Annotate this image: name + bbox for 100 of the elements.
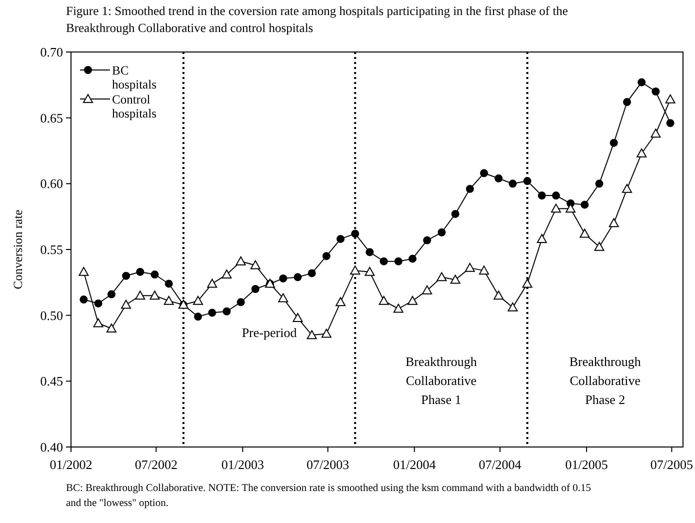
annotation: Breakthrough Collaborative Phase 1: [405, 354, 478, 407]
point: [194, 312, 202, 321]
point: [423, 236, 432, 244]
point: [94, 299, 102, 308]
point: [321, 328, 332, 338]
point: [78, 266, 89, 276]
point: [523, 177, 532, 186]
point: [251, 285, 260, 293]
text: BC: Breakthrough Collaborative. NOTE: The conversion rate is smoothed using the ksm command with a bandwidth of 0.15 and the "lowess" option.: [66, 483, 592, 509]
point: [380, 257, 388, 266]
point: [250, 260, 260, 270]
point: [351, 230, 360, 238]
point: [610, 138, 618, 147]
x-tick-label: 07/2004: [478, 457, 522, 472]
point: [479, 266, 490, 275]
point: [464, 262, 475, 272]
point: [594, 242, 604, 251]
point: [652, 88, 660, 96]
x-tick-label: 07/2005: [650, 457, 694, 472]
y-axis-title: Conversion rate: [11, 209, 25, 290]
point: [436, 272, 447, 282]
y-tick-label: 0.65: [40, 110, 63, 126]
point: [292, 312, 303, 322]
point: [636, 148, 647, 158]
point: [394, 257, 402, 266]
point: [638, 78, 646, 86]
point: [422, 285, 432, 294]
point: [550, 204, 561, 213]
point: [552, 192, 560, 200]
point: [107, 290, 116, 298]
y-tick-label: 0.45: [40, 374, 63, 389]
point: [408, 296, 418, 305]
point: [150, 270, 159, 279]
x-tick-label: 01/2003: [221, 457, 264, 472]
point: [222, 307, 231, 316]
point: [236, 298, 245, 306]
point: [366, 248, 374, 256]
x-tick-label: 01/2004: [393, 457, 436, 472]
annotation: Breakthrough Collaborative Phase 2: [569, 354, 642, 407]
point: [222, 270, 232, 279]
y-tick-label: 0.60: [40, 176, 63, 192]
y-tick-label: 0.70: [40, 44, 63, 60]
point: [508, 180, 517, 188]
point: [623, 98, 632, 106]
point: [438, 228, 446, 236]
x-tick-label: 01/2005: [565, 457, 608, 472]
point: [121, 300, 132, 309]
point: [350, 266, 360, 275]
y-tick-label: 0.50: [40, 308, 63, 323]
point: [536, 234, 547, 243]
point: [665, 94, 676, 104]
x-tick-label: 07/2003: [306, 457, 350, 472]
point: [580, 200, 589, 209]
point: [494, 290, 504, 300]
point: [608, 218, 619, 228]
point: [666, 119, 674, 128]
point: [164, 280, 173, 288]
point: [451, 210, 460, 218]
x-tick-label: 01/2002: [50, 457, 92, 472]
point: [306, 330, 317, 340]
point: [450, 274, 460, 284]
y-tick-label: 0.40: [40, 440, 63, 455]
point: [494, 174, 503, 182]
point: [480, 169, 488, 178]
point: [378, 296, 389, 305]
point: [294, 273, 302, 282]
point: [193, 296, 204, 305]
point: [80, 296, 88, 304]
point: [150, 290, 160, 300]
point: [580, 228, 590, 238]
point: [508, 302, 518, 312]
point: [364, 266, 375, 276]
point: [408, 254, 417, 263]
point: [322, 252, 330, 260]
legend-label: BC hospitals: [112, 63, 157, 92]
point: [538, 192, 546, 200]
point: [93, 318, 104, 328]
point: [106, 324, 116, 332]
point: [122, 272, 130, 280]
point: [650, 128, 661, 138]
point: [522, 278, 532, 288]
point: [393, 304, 404, 313]
y-tick-label: 0.55: [40, 242, 63, 258]
point: [279, 274, 288, 282]
legend-label: Control hospitals: [112, 92, 157, 120]
point: [595, 180, 604, 188]
point: [136, 268, 144, 276]
chart-title: Figure 1: Smoothed trend in the coversion rate among hospitals participating in the first phase of the Breakthrough Collaborative and control hospitals: [66, 4, 568, 35]
point: [135, 290, 146, 300]
point: [164, 296, 174, 305]
point: [207, 278, 218, 288]
point: [622, 184, 632, 193]
point: [566, 204, 576, 213]
annotation: Pre-period: [242, 325, 298, 340]
point: [236, 256, 246, 266]
point: [466, 184, 474, 193]
point: [278, 293, 288, 302]
point: [336, 234, 345, 243]
point: [336, 297, 346, 306]
point: [308, 269, 316, 278]
